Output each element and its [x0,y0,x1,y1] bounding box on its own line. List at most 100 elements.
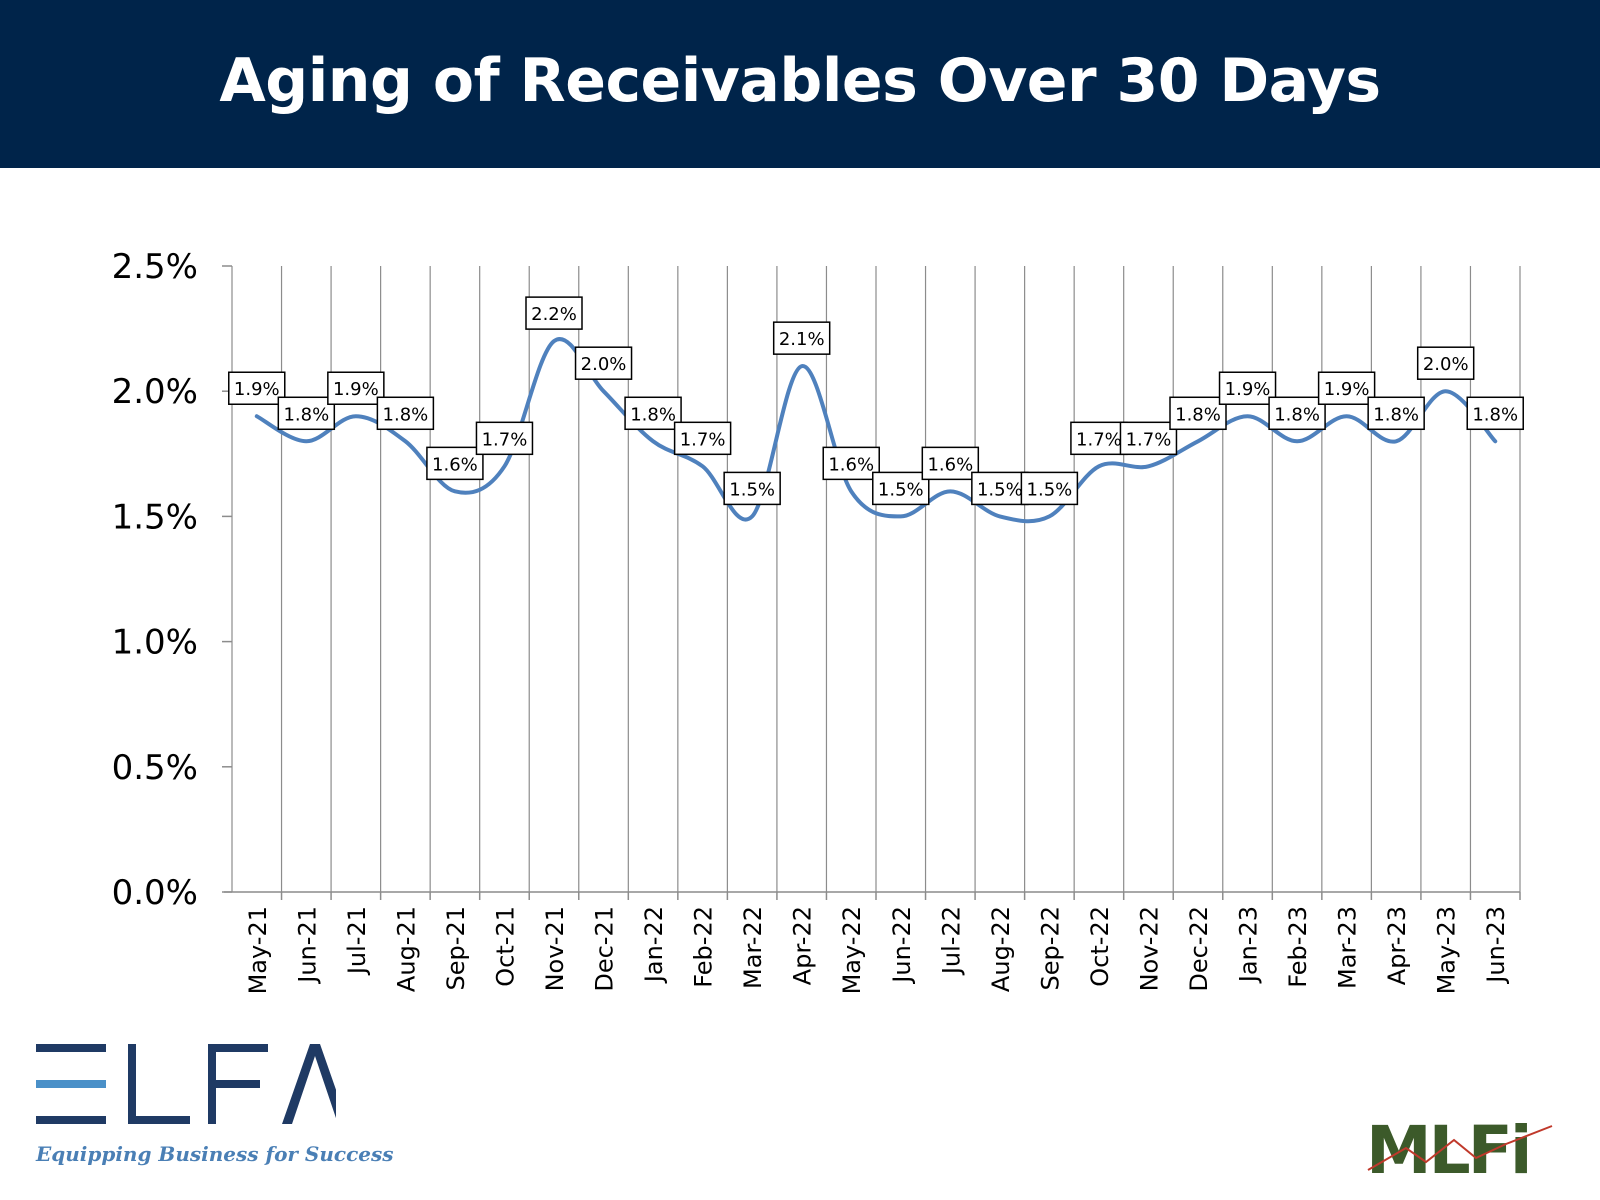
y-tick-label: 2.0% [112,372,198,412]
title-banner: Aging of Receivables Over 30 Days [0,0,1600,168]
data-label: 1.8% [1268,396,1326,431]
chart-title: Aging of Receivables Over 30 Days [219,46,1381,116]
x-tick-label: Jan-23 [1235,906,1263,984]
data-label: 1.8% [1367,396,1425,431]
data-label-text: 1.7% [482,429,528,450]
mlfi-logo: MLFi [1366,1112,1556,1189]
data-label-box [822,446,880,481]
data-label-box [376,396,435,431]
data-label-box [1416,346,1475,380]
data-label: 1.8% [376,396,435,431]
data-label-text: 1.6% [927,454,973,475]
data-label-box [1218,371,1277,405]
x-tick-label: Apr-22 [789,906,817,985]
data-label-text: 1.5% [729,479,775,500]
data-label-box [921,446,980,481]
data-label: 2.0% [1416,346,1475,380]
x-tick-label: Nov-22 [1135,906,1163,991]
data-label-text: 1.6% [828,454,874,475]
x-tick-label: Feb-23 [1284,906,1312,988]
x-tick-label: Oct-21 [491,906,519,987]
data-label-box [673,421,732,456]
data-label: 1.6% [426,446,484,481]
data-label-text: 2.0% [1423,354,1469,375]
x-tick-label: Sep-22 [1036,906,1064,990]
x-tick-label: Jun-21 [293,906,321,985]
data-label: 1.7% [1119,421,1178,456]
mlfi-wordmark: MLFi [1366,1112,1532,1189]
data-label: 1.5% [872,471,930,506]
data-label: 1.9% [327,371,385,405]
data-label: 1.9% [1218,371,1277,405]
data-label-text: 1.7% [1076,429,1122,450]
x-tick-label: Sep-21 [442,906,470,990]
data-label-text: 1.9% [333,379,379,400]
data-label-box [327,371,385,405]
x-tick-label: Aug-21 [392,906,420,992]
data-label: 1.8% [277,396,336,431]
data-label-text: 1.8% [1373,404,1419,425]
y-tick-label: 2.5% [112,247,198,287]
data-label-text: 1.7% [680,429,726,450]
data-label-text: 1.5% [878,479,924,500]
elfa-logo: Equipping Business for Success [36,1040,394,1190]
data-label: 1.8% [1466,396,1524,431]
x-tick-label: Dec-21 [591,906,619,992]
data-label-box [1119,421,1178,456]
data-label-box [1070,421,1128,456]
y-tick-label: 1.0% [112,623,198,663]
data-label: 1.5% [1020,471,1079,506]
data-label-box [971,471,1029,506]
data-label: 1.5% [971,471,1029,506]
data-label-box [872,471,930,506]
x-tick-label: Apr-23 [1383,906,1411,985]
x-tick-label: Dec-22 [1185,906,1213,992]
data-label-box [1466,396,1524,431]
x-tick-label: Jan-22 [640,906,668,984]
data-label: 2.0% [574,346,633,380]
data-label-text: 1.8% [283,404,329,425]
data-label: 1.6% [921,446,980,481]
data-label: 1.5% [723,471,781,506]
elfa-tagline: Equipping Business for Success [36,1142,394,1166]
x-tick-label: May-21 [244,906,272,994]
data-label-text: 1.5% [977,479,1023,500]
data-label-box [426,446,484,481]
data-label-box [1169,396,1227,431]
y-tick-label: 1.5% [112,497,198,537]
data-label-text: 1.9% [234,379,280,400]
data-label: 1.8% [624,396,682,431]
data-label-box [624,396,682,431]
x-tick-label: Aug-22 [987,906,1015,992]
data-label-text: 1.9% [1225,379,1271,400]
mlfi-trend-line-icon [1367,1125,1553,1171]
data-label-text: 1.7% [1126,429,1172,450]
x-tick-label: Mar-23 [1334,906,1362,989]
data-label-box [525,296,583,330]
data-label-text: 1.5% [1027,479,1073,500]
data-label-text: 2.1% [779,329,825,350]
x-tick-label: Nov-21 [541,906,569,991]
data-label: 2.2% [525,296,583,330]
x-tick-label: Jun-23 [1482,906,1510,985]
x-tick-label: May-22 [838,906,866,994]
data-label-text: 1.8% [383,404,429,425]
data-label-box [228,371,286,405]
data-label-box [1367,396,1425,431]
data-label: 1.8% [1169,396,1227,431]
data-label-text: 1.6% [432,454,478,475]
data-label-text: 2.2% [531,304,577,325]
data-label-text: 2.0% [581,354,627,375]
data-label: 1.7% [475,421,534,456]
y-tick-label: 0.0% [112,873,198,913]
data-label: 1.7% [1070,421,1128,456]
x-tick-label: Oct-22 [1086,906,1114,987]
data-label: 2.1% [772,321,831,355]
data-label: 1.9% [1317,371,1376,405]
data-label-box [1317,371,1376,405]
data-label-box [475,421,534,456]
data-label: 1.7% [673,421,732,456]
data-label-text: 1.8% [1274,404,1320,425]
x-tick-label: Jul-22 [937,906,965,976]
